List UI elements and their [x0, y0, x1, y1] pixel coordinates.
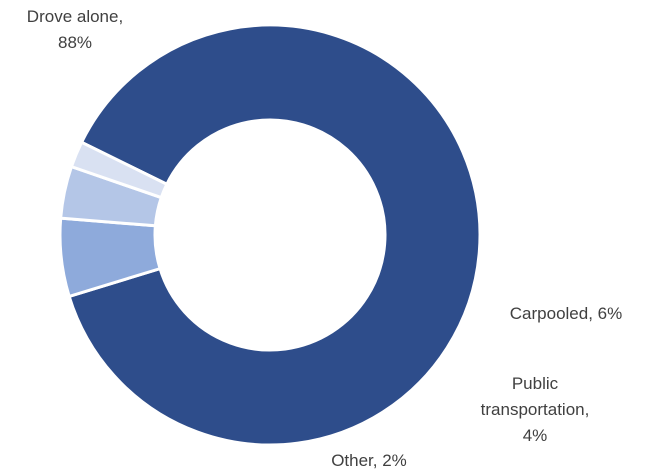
label-drove-alone-line2: 88% [58, 33, 92, 52]
label-drove-alone-line1: Drove alone, [27, 7, 123, 26]
label-public-transportation: Public transportation, 4% [481, 374, 590, 445]
donut-slices [58, 23, 482, 447]
label-public-line1: Public [512, 374, 559, 393]
label-carpooled: Carpooled, 6% [510, 304, 622, 323]
label-other: Other, 2% [331, 451, 407, 470]
slice-other [69, 140, 169, 200]
label-other-line1: Other, 2% [331, 451, 407, 470]
label-drove-alone: Drove alone, 88% [27, 7, 123, 52]
label-public-line2: transportation, [481, 400, 590, 419]
label-public-line3: 4% [523, 426, 548, 445]
slice-drove-alone [67, 23, 482, 447]
label-carpooled-line1: Carpooled, 6% [510, 304, 622, 323]
